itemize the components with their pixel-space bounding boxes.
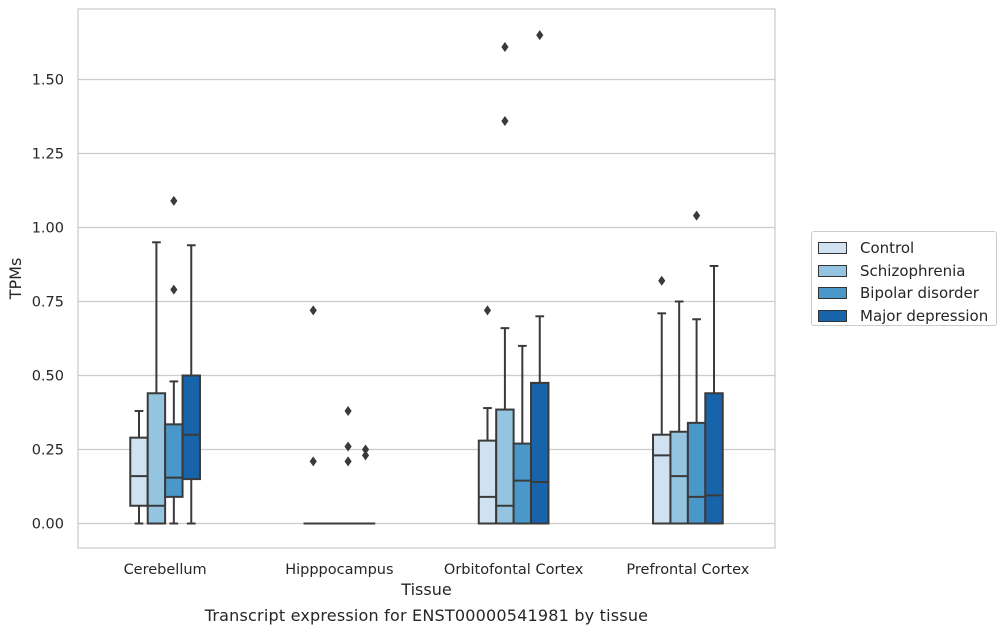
box-bipolar-disorder — [164, 195, 184, 525]
outlier-point — [692, 210, 701, 221]
y-tick-label: 0.75 — [32, 295, 64, 311]
box-body — [146, 392, 167, 525]
box-body — [129, 436, 149, 507]
y-tick-label: 0.25 — [32, 443, 64, 459]
y-tick-label: 1.25 — [32, 147, 64, 163]
x-axis-ticks: Cerebellum Hipppocampus Orbitofontal Corte… — [124, 562, 750, 578]
outlier-point — [501, 41, 509, 52]
box-body — [164, 423, 184, 498]
box-body — [652, 433, 672, 525]
outlier-point — [361, 450, 370, 461]
box-major-depression — [355, 444, 376, 525]
y-tick-label: 0.00 — [32, 517, 64, 533]
outlier-point — [309, 456, 317, 467]
boxes — [129, 30, 724, 525]
box-major-depression — [181, 244, 201, 525]
box-schizophrenia — [146, 241, 167, 525]
x-axis-label: Tissue — [400, 580, 451, 599]
y-axis-label: TPMs — [6, 258, 25, 301]
chart-caption: Transcript expression for ENST0000054198… — [204, 606, 649, 625]
plot-frame — [77, 8, 776, 549]
y-tick-label: 0.50 — [32, 369, 64, 385]
y-tick-label: 1.50 — [32, 73, 64, 89]
legend-label: Schizophrenia — [860, 261, 966, 280]
box-control — [303, 305, 323, 525]
legend: Control Schizophrenia Bipolar disorder Majo… — [811, 231, 997, 326]
legend-item: Schizophrenia — [818, 260, 996, 283]
box-bipolar-disorder — [338, 406, 358, 525]
outlier-point — [361, 444, 370, 455]
outlier-point — [344, 456, 352, 467]
outlier-point — [536, 30, 544, 41]
box-schizophrenia — [669, 300, 689, 525]
x-tick-label: Cerebellum — [124, 562, 207, 578]
box-schizophrenia — [495, 41, 515, 525]
outlier-point — [344, 406, 352, 417]
x-tick-label: Hipppocampus — [285, 562, 393, 578]
box-bipolar-disorder — [512, 344, 533, 525]
box-body — [686, 421, 707, 525]
outlier-point — [501, 115, 509, 126]
legend-item: Major depression — [818, 305, 996, 328]
legend-label: Control — [860, 239, 915, 258]
box-major-depression — [704, 264, 724, 525]
y-tick-label: 1.00 — [32, 221, 64, 237]
outlier-point — [170, 195, 178, 206]
box-body — [669, 430, 689, 525]
legend-swatch — [818, 264, 847, 277]
x-tick-label: Orbitofontal Cortex — [444, 562, 584, 578]
box-control — [477, 305, 498, 525]
box-bipolar-disorder — [686, 210, 707, 525]
legend-label: Bipolar disorder — [860, 284, 979, 303]
box-body — [704, 392, 724, 525]
box-body — [477, 439, 498, 525]
outlier-point — [658, 275, 666, 286]
outlier-point — [309, 305, 317, 316]
outlier-point — [344, 441, 352, 452]
box-body — [181, 374, 201, 481]
legend-item: Control — [818, 237, 996, 260]
legend-label: Major depression — [860, 306, 989, 325]
outlier-point — [170, 284, 178, 295]
outlier-point — [483, 305, 492, 316]
box-control — [652, 275, 672, 525]
legend-swatch — [818, 242, 847, 255]
box-body — [512, 442, 533, 525]
box-body — [530, 381, 550, 525]
x-tick-label: Prefrontal Cortex — [626, 562, 749, 578]
legend-swatch — [818, 309, 847, 322]
legend-swatch — [818, 287, 847, 300]
box-control — [129, 410, 149, 525]
legend-item: Bipolar disorder — [818, 282, 996, 305]
y-axis-ticks: 0.00 0.25 0.50 0.75 1.00 1.25 1.50 — [32, 73, 64, 533]
box-major-depression — [530, 30, 550, 525]
